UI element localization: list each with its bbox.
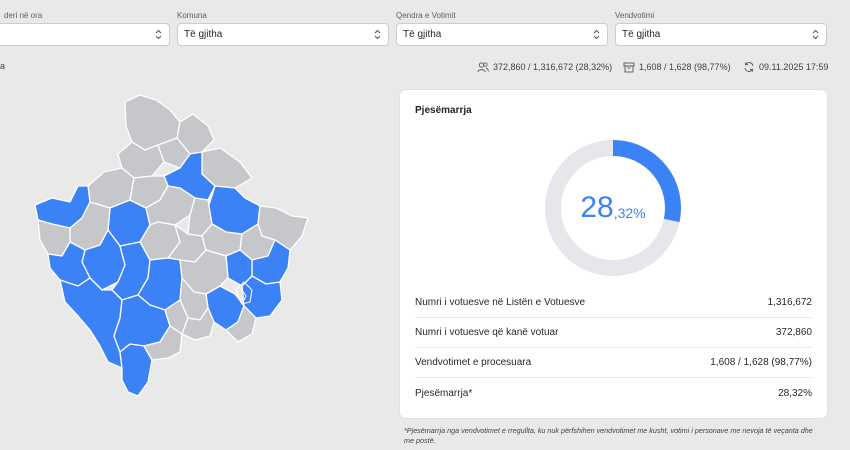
updated-stat: 09.11.2025 17:59 bbox=[743, 61, 828, 73]
donut-progress-arc bbox=[612, 140, 681, 223]
detail-row: Numri i votuesve në Listën e Votuesve 1,… bbox=[415, 288, 812, 318]
footnote: *Pjesëmarrja nga vendvotimet e rregullta… bbox=[404, 426, 813, 445]
cut-off-label: a bbox=[0, 61, 6, 71]
chevron-updown-icon bbox=[812, 29, 819, 40]
turnout-decimal: ,32% bbox=[613, 205, 646, 221]
vendvotimi-select[interactable]: Të gjitha bbox=[615, 23, 827, 46]
filter-vendvotimi: Vendvotimi Të gjitha bbox=[615, 10, 827, 46]
kosovo-turnout-map bbox=[34, 94, 309, 397]
turnout-card: Pjesëmarrja 28,32% Numri i votuesve në L… bbox=[400, 90, 827, 418]
filter-komuna: Komuna Të gjitha bbox=[177, 10, 389, 46]
filter-vendvotimi-label: Vendvotimi bbox=[615, 11, 655, 20]
detail-value: 372,860 bbox=[775, 327, 812, 338]
map-region-outline bbox=[235, 281, 253, 305]
map-region[interactable] bbox=[225, 305, 257, 343]
turnout-details: Numri i votuesve në Listën e Votuesve 1,… bbox=[415, 288, 812, 408]
map-region[interactable] bbox=[181, 307, 215, 341]
map-region[interactable] bbox=[47, 241, 91, 287]
detail-row: Numri i votuesve që kanë votuar 372,860 bbox=[415, 318, 812, 348]
detail-label: Vendvotimet e procesuara bbox=[415, 357, 532, 368]
filter-time-label: deri në ora bbox=[4, 11, 43, 20]
detail-row: Pjesëmarrja* 28,32% bbox=[415, 378, 812, 408]
detail-value: 1,608 / 1,628 (98,77%) bbox=[710, 357, 812, 368]
detail-label: Pjesëmarrja* bbox=[415, 387, 473, 399]
detail-row: Vendvotimet e procesuara 1,608 / 1,628 (… bbox=[415, 348, 812, 378]
time-select[interactable] bbox=[0, 23, 170, 46]
map-region[interactable] bbox=[145, 185, 196, 226]
detail-label: Numri i votuesve që kanë votuar bbox=[415, 327, 559, 338]
detail-value: 28,32% bbox=[778, 387, 812, 399]
turnout-value: 28,32% bbox=[543, 138, 683, 278]
map-region-outline bbox=[241, 289, 247, 301]
komuna-select[interactable]: Të gjitha bbox=[177, 23, 389, 46]
chevron-updown-icon bbox=[155, 29, 162, 40]
chevron-updown-icon bbox=[374, 29, 381, 40]
ballot-box-icon bbox=[623, 62, 635, 73]
refresh-icon[interactable] bbox=[743, 61, 755, 73]
filter-komuna-label: Komuna bbox=[177, 11, 207, 20]
detail-value: 1,316,672 bbox=[767, 297, 813, 308]
qendra-select[interactable]: Të gjitha bbox=[396, 23, 608, 46]
map-region[interactable] bbox=[59, 277, 123, 369]
users-icon bbox=[477, 62, 489, 73]
map-region[interactable] bbox=[143, 325, 183, 361]
voters-stat: 372,860 / 1,316,672 (28,32%) bbox=[477, 61, 612, 73]
filter-qendra: Qendra e Votimit Të gjitha bbox=[396, 10, 608, 46]
stations-stat: 1,608 / 1,628 (98,77%) bbox=[623, 61, 731, 73]
turnout-donut-chart bbox=[545, 140, 681, 276]
turnout-integer: 28 bbox=[580, 191, 614, 224]
stats-row: a 372,860 / 1,316,672 (28,32%) 1,608 / 1… bbox=[0, 61, 850, 75]
chevron-updown-icon bbox=[593, 29, 600, 40]
card-title: Pjesëmarrja bbox=[415, 105, 472, 116]
filter-time: deri në ora bbox=[0, 10, 170, 46]
filter-qendra-label: Qendra e Votimit bbox=[396, 11, 456, 20]
detail-label: Numri i votuesve në Listën e Votuesve bbox=[415, 297, 586, 308]
